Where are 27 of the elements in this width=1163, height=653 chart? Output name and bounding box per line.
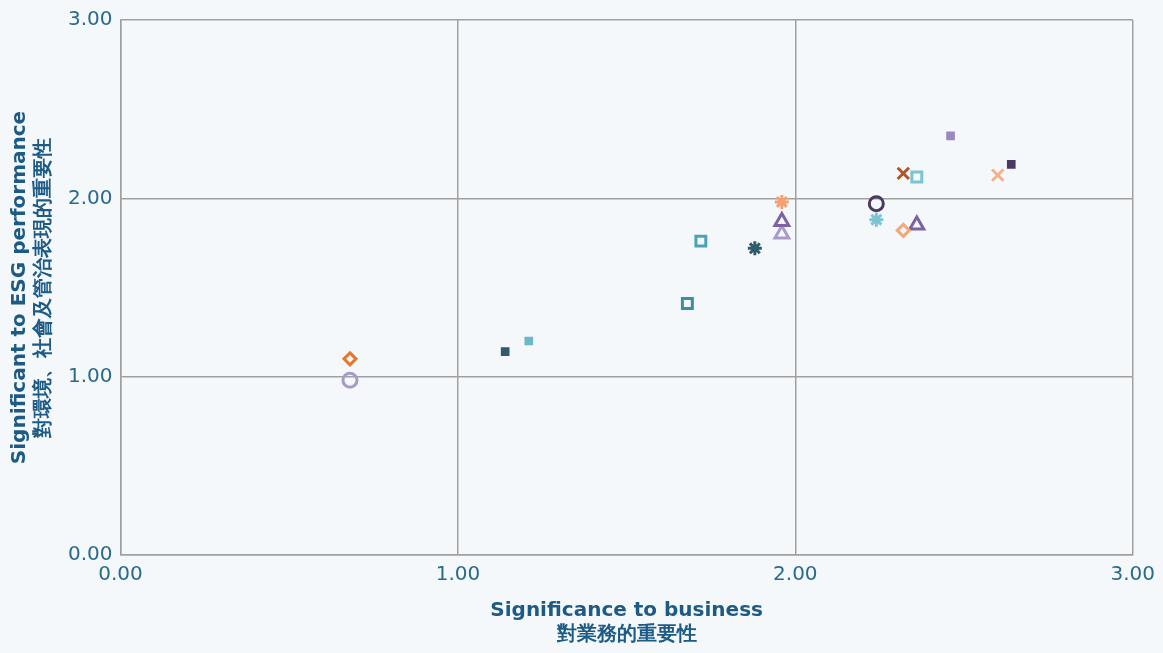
point	[867, 195, 885, 213]
point	[680, 297, 694, 310]
y-tick-label: 1.00	[68, 362, 113, 387]
y-tick-label: 3.00	[68, 6, 113, 31]
point	[500, 347, 510, 357]
point	[773, 212, 791, 228]
point	[896, 166, 911, 181]
point	[773, 224, 791, 240]
point	[895, 222, 911, 238]
point	[341, 371, 359, 389]
x-tick-label: 1.00	[435, 561, 481, 586]
point	[524, 336, 534, 346]
point	[342, 351, 358, 367]
point	[946, 131, 955, 141]
point	[773, 193, 791, 211]
point	[990, 167, 1005, 183]
y-axis-title: Significant to ESG performance 對環境、社會及管治表現的重要性	[6, 110, 55, 465]
x-axis-title: Significance to business 對業務的重要性	[490, 597, 763, 646]
y-tick-label: 2.00	[68, 184, 113, 209]
x-tick-label: 2.00	[773, 561, 818, 586]
x-tick-label: 3.00	[1110, 561, 1155, 586]
point	[908, 215, 926, 231]
point	[1006, 160, 1016, 169]
point	[910, 170, 924, 184]
point	[867, 211, 885, 229]
point	[746, 239, 764, 257]
point	[694, 234, 708, 248]
